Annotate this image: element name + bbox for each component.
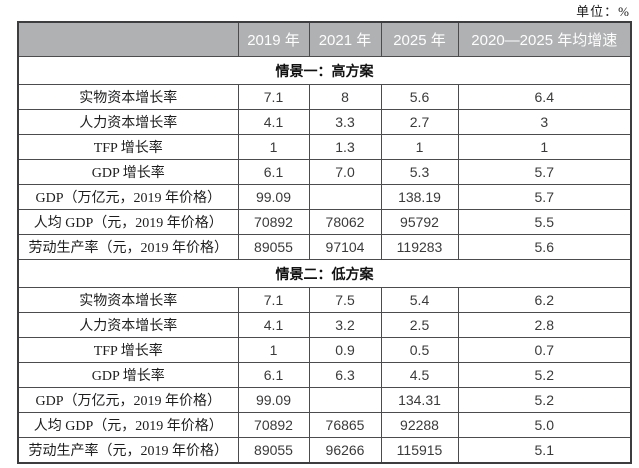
row-label: 人均 GDP（元，2019 年价格） (17, 209, 239, 235)
row-label: 实物资本增长率 (17, 287, 239, 313)
section-title: 情景一：高方案 (17, 56, 632, 85)
row-label: 劳动生产率（元，2019 年价格） (17, 234, 239, 260)
column-header-2025: 2025 年 (380, 21, 459, 57)
cell-value: 1 (457, 134, 632, 160)
column-header-empty (17, 21, 239, 57)
unit-label: 单位：% (576, 4, 630, 19)
table-row: GDP（万亿元，2019 年价格） 99.09 134.31 5.2 (17, 387, 632, 413)
cell-value: 70892 (237, 412, 310, 438)
table-row: 劳动生产率（元，2019 年价格） 89055 96266 115915 5.1 (17, 437, 632, 463)
cell-value: 4.1 (237, 109, 310, 135)
section-title-row-low: 情景二：低方案 (17, 259, 632, 288)
cell-value: 78062 (308, 209, 382, 235)
cell-value (308, 387, 382, 413)
column-header-avg-growth: 2020—2025 年均增速 (457, 21, 632, 57)
cell-value: 3 (457, 109, 632, 135)
cell-value: 5.0 (457, 412, 632, 438)
cell-value: 5.1 (457, 437, 632, 463)
cell-value: 5.7 (457, 159, 632, 185)
cell-value: 5.3 (380, 159, 459, 185)
cell-value: 5.6 (457, 234, 632, 260)
cell-value: 115915 (380, 437, 459, 463)
section-title: 情景二：低方案 (17, 259, 632, 288)
cell-value: 2.5 (380, 312, 459, 338)
cell-value: 119283 (380, 234, 459, 260)
cell-value: 5.6 (380, 84, 459, 110)
row-label: TFP 增长率 (17, 134, 239, 160)
row-label: GDP 增长率 (17, 362, 239, 388)
cell-value: 4.5 (380, 362, 459, 388)
cell-value: 5.7 (457, 184, 632, 210)
cell-value: 5.2 (457, 362, 632, 388)
cell-value: 7.1 (237, 84, 310, 110)
row-label: TFP 增长率 (17, 337, 239, 363)
table-row: 人均 GDP（元，2019 年价格） 70892 76865 92288 5.0 (17, 412, 632, 438)
table-row: GDP 增长率 6.1 7.0 5.3 5.7 (17, 159, 632, 185)
row-label: GDP（万亿元，2019 年价格） (17, 184, 239, 210)
cell-value: 95792 (380, 209, 459, 235)
cell-value: 1.3 (308, 134, 382, 160)
cell-value (308, 184, 382, 210)
cell-value: 89055 (237, 234, 310, 260)
cell-value: 5.4 (380, 287, 459, 313)
section-title-row-high: 情景一：高方案 (17, 56, 632, 85)
table-row: 实物资本增长率 7.1 8 5.6 6.4 (17, 84, 632, 110)
cell-value: 0.7 (457, 337, 632, 363)
table-row: 实物资本增长率 7.1 7.5 5.4 6.2 (17, 287, 632, 313)
row-label: 人力资本增长率 (17, 312, 239, 338)
row-label: 实物资本增长率 (17, 84, 239, 110)
row-label: 人力资本增长率 (17, 109, 239, 135)
table-row: TFP 增长率 1 0.9 0.5 0.7 (17, 337, 632, 363)
cell-value: 5.2 (457, 387, 632, 413)
cell-value: 76865 (308, 412, 382, 438)
cell-value: 2.7 (380, 109, 459, 135)
cell-value: 6.2 (457, 287, 632, 313)
table-row: 人力资本增长率 4.1 3.3 2.7 3 (17, 109, 632, 135)
cell-value: 138.19 (380, 184, 459, 210)
table-row: GDP 增长率 6.1 6.3 4.5 5.2 (17, 362, 632, 388)
row-label: 人均 GDP（元，2019 年价格） (17, 412, 239, 438)
column-header-2019: 2019 年 (237, 21, 310, 57)
cell-value: 0.5 (380, 337, 459, 363)
cell-value: 99.09 (237, 387, 310, 413)
table-row: 劳动生产率（元，2019 年价格） 89055 97104 119283 5.6 (17, 234, 632, 260)
cell-value: 6.1 (237, 362, 310, 388)
cell-value: 92288 (380, 412, 459, 438)
row-label: GDP（万亿元，2019 年价格） (17, 387, 239, 413)
cell-value: 3.2 (308, 312, 382, 338)
table-row: 人均 GDP（元，2019 年价格） 70892 78062 95792 5.5 (17, 209, 632, 235)
cell-value: 7.1 (237, 287, 310, 313)
cell-value: 1 (237, 337, 310, 363)
cell-value: 97104 (308, 234, 382, 260)
cell-value: 3.3 (308, 109, 382, 135)
cell-value: 1 (237, 134, 310, 160)
header-row: 2019 年 2021 年 2025 年 2020—2025 年均增速 (17, 21, 632, 57)
cell-value: 4.1 (237, 312, 310, 338)
cell-value: 6.3 (308, 362, 382, 388)
cell-value: 6.1 (237, 159, 310, 185)
cell-value: 6.4 (457, 84, 632, 110)
cell-value: 2.8 (457, 312, 632, 338)
column-header-2021: 2021 年 (308, 21, 382, 57)
cell-value: 96266 (308, 437, 382, 463)
cell-value: 70892 (237, 209, 310, 235)
table-row: GDP（万亿元，2019 年价格） 99.09 138.19 5.7 (17, 184, 632, 210)
row-label: GDP 增长率 (17, 159, 239, 185)
cell-value: 89055 (237, 437, 310, 463)
cell-value: 134.31 (380, 387, 459, 413)
row-label: 劳动生产率（元，2019 年价格） (17, 437, 239, 463)
projection-table: 2019 年 2021 年 2025 年 2020—2025 年均增速 情景一：… (17, 21, 632, 464)
cell-value: 0.9 (308, 337, 382, 363)
cell-value: 7.0 (308, 159, 382, 185)
table-row: 人力资本增长率 4.1 3.2 2.5 2.8 (17, 312, 632, 338)
table-row: TFP 增长率 1 1.3 1 1 (17, 134, 632, 160)
cell-value: 5.5 (457, 209, 632, 235)
cell-value: 1 (380, 134, 459, 160)
cell-value: 8 (308, 84, 382, 110)
cell-value: 7.5 (308, 287, 382, 313)
cell-value: 99.09 (237, 184, 310, 210)
